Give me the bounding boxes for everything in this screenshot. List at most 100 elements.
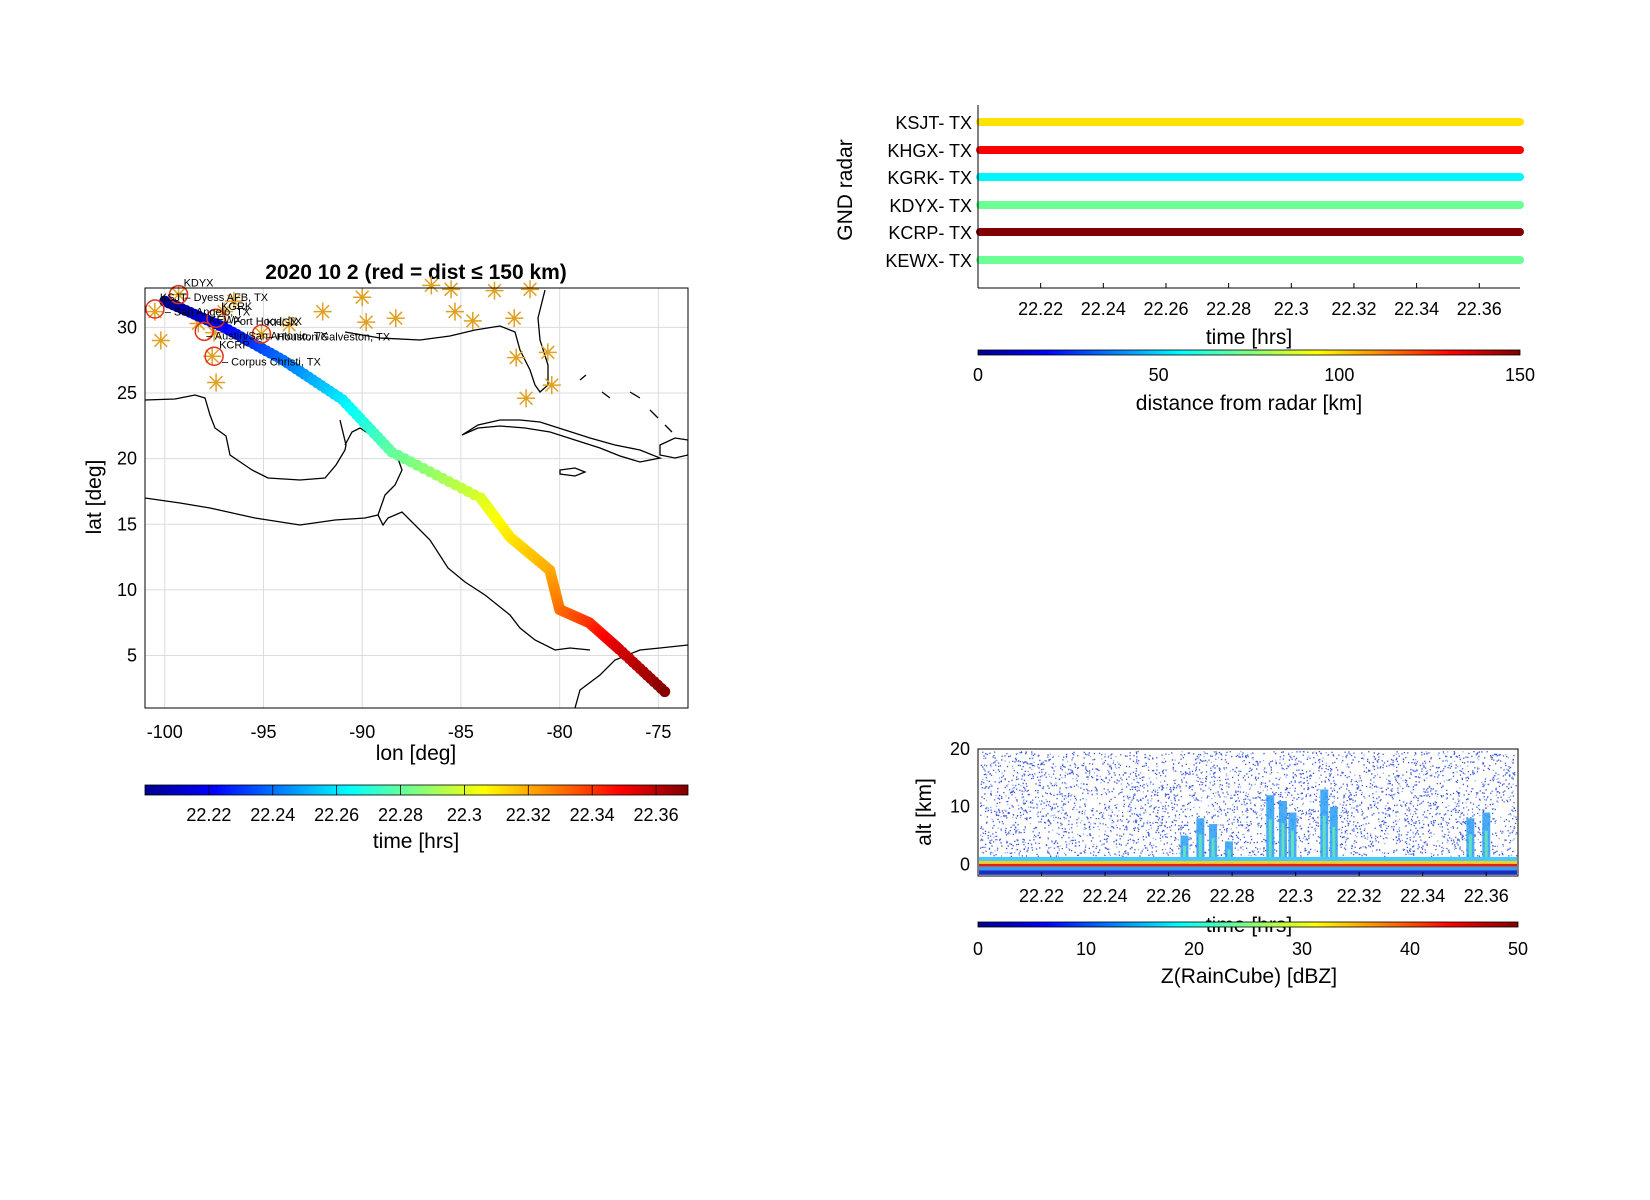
- raincube-ytick-1: 10: [950, 797, 970, 817]
- near-radar-label-2: KGRK: [221, 301, 253, 313]
- near-radar-circle-0: [168, 284, 189, 305]
- map-xtick-2: -90: [349, 722, 375, 742]
- nav-station-marker-12: [353, 288, 372, 307]
- map-cbar-tick-6: 22.34: [570, 805, 615, 825]
- nav-station-marker-9: [252, 324, 271, 343]
- station-note-2: – Fort Hood, TX: [224, 316, 303, 328]
- map-ytick-5: 30: [117, 317, 137, 337]
- yucatan-central-america-coast: [145, 497, 591, 651]
- jamaica: [559, 467, 587, 477]
- gnd-xtick-0: 22.22: [1018, 299, 1063, 319]
- gnd-radar-lines: [976, 118, 1524, 264]
- nav-station-marker-11: [313, 302, 332, 321]
- hispaniola: [659, 437, 688, 459]
- gnd-xtick-5: 22.32: [1331, 299, 1376, 319]
- raincube-xtick-2: 22.26: [1146, 886, 1191, 906]
- raincube-background: [978, 749, 1518, 876]
- nav-station-marker-21: [521, 280, 540, 299]
- raincube-colorbar: [977, 921, 1519, 928]
- map-cbar-tick-3: 22.28: [378, 805, 423, 825]
- gnd-category-0: KSJT- TX: [895, 113, 972, 133]
- gnd-xtick-4: 22.3: [1274, 299, 1309, 319]
- raincube-cbar-tick-1: 10: [1076, 939, 1096, 959]
- surface-band-1: [979, 860, 1517, 864]
- gulf-coast: [145, 394, 347, 481]
- station-note-5: – Corpus Christi, TX: [222, 357, 321, 369]
- map-stations: [145, 276, 561, 408]
- track-point-10-13: [659, 686, 671, 698]
- convective-core-5: [1281, 823, 1285, 862]
- gnd-radar-panel: KSJT- TX KHGX- TX KGRK- TX KDYX- TX KCRP- TX…: [834, 105, 1535, 415]
- gnd-category-2: KGRK- TX: [887, 168, 972, 188]
- nav-station-marker-18: [463, 311, 482, 330]
- nav-station-marker-23: [538, 343, 557, 362]
- map-ytick-3: 20: [117, 449, 137, 469]
- map-xtick-1: -95: [250, 722, 276, 742]
- map-xtick-5: -75: [645, 722, 671, 742]
- map-frame: [144, 287, 689, 709]
- raincube-cbar-tick-3: 30: [1292, 939, 1312, 959]
- gnd-category-4: KCRP- TX: [888, 223, 972, 243]
- south-america-coast: [574, 644, 688, 708]
- gnd-xlabel: time [hrs]: [1206, 326, 1292, 349]
- gnd-cbar-tick-1: 50: [1149, 365, 1169, 385]
- raincube-cbar-tick-4: 40: [1400, 939, 1420, 959]
- gnd-xtick-3: 22.28: [1206, 299, 1251, 319]
- map-colorbar: [144, 784, 689, 796]
- yucatan-peninsula: [344, 427, 403, 516]
- raincube-cbar-tick-0: 0: [973, 939, 983, 959]
- convective-core-2: [1211, 838, 1215, 863]
- gnd-ylabel: GND radar: [834, 139, 857, 241]
- near-radar-circle-3: [194, 321, 214, 342]
- raincube-ytick-2: 20: [950, 739, 970, 759]
- cuba: [461, 419, 663, 463]
- gnd-colorbar: [977, 349, 1521, 356]
- raincube-ticks: 22.22 22.24 22.26 22.28 22.3 22.32 22.34 22.36 0…: [950, 739, 1509, 906]
- station-note-3: – Austin/San Antonio, TX: [206, 330, 328, 342]
- nav-station-marker-2: [169, 285, 188, 304]
- surface-band-4: [979, 870, 1517, 875]
- map-xlabel: lon [deg]: [376, 742, 457, 765]
- gnd-cbar-tick-0: 0: [973, 365, 983, 385]
- map-title: 2020 10 2 (red = dist ≤ 150 km): [265, 261, 567, 284]
- map-cbar-tick-2: 22.26: [314, 805, 359, 825]
- convective-core-6: [1290, 830, 1294, 862]
- map-cbar-tick-7: 22.36: [634, 805, 679, 825]
- nav-station-marker-6: [207, 373, 226, 392]
- gnd-category-1: KHGX- TX: [887, 141, 972, 161]
- convective-core-0: [1182, 845, 1186, 864]
- gnd-cbar-tick-2: 100: [1324, 365, 1354, 385]
- surface-band-3: [979, 866, 1517, 871]
- raincube-noise-dots: [980, 751, 1518, 858]
- nav-station-marker-20: [505, 309, 524, 328]
- raincube-surface-echo: [979, 856, 1517, 875]
- convective-core-7: [1322, 815, 1326, 861]
- raincube-xtick-7: 22.36: [1464, 886, 1509, 906]
- raincube-xtick-0: 22.22: [1019, 886, 1064, 906]
- gnd-category-3: KDYX- TX: [889, 196, 972, 216]
- nav-station-marker-1: [151, 331, 170, 350]
- nav-station-marker-13: [357, 313, 376, 332]
- raincube-colorbar-ticks: 0 10 20 30 40 50: [973, 939, 1528, 959]
- nav-station-marker-5: [203, 347, 222, 366]
- map-xtick-3: -85: [448, 722, 474, 742]
- convective-core-9: [1468, 834, 1472, 863]
- raincube-panel: 22.22 22.24 22.26 22.28 22.3 22.32 22.34 22.36 0…: [913, 739, 1528, 988]
- map-cbar-tick-1: 22.24: [250, 805, 295, 825]
- station-note-0: – Dyess AFB, TX: [184, 292, 268, 304]
- near-radar-label-5: KCRP: [219, 339, 250, 351]
- near-radar-label-3: KEWX: [209, 314, 242, 326]
- surface-band-2: [979, 863, 1517, 867]
- nav-station-marker-22: [507, 348, 526, 367]
- raincube-xtick-4: 22.3: [1278, 886, 1313, 906]
- nav-station-marker-19: [485, 281, 504, 300]
- raincube-ytick-0: 0: [960, 854, 970, 874]
- nav-station-marker-17: [446, 302, 465, 321]
- raincube-xtick-3: 22.28: [1210, 886, 1255, 906]
- near-radar-label-0: KDYX: [184, 278, 215, 290]
- raincube-convective-cells: [1180, 789, 1491, 865]
- map-ylabel: lat [deg]: [83, 460, 106, 535]
- convective-core-3: [1227, 849, 1231, 864]
- nav-station-marker-16: [442, 280, 461, 299]
